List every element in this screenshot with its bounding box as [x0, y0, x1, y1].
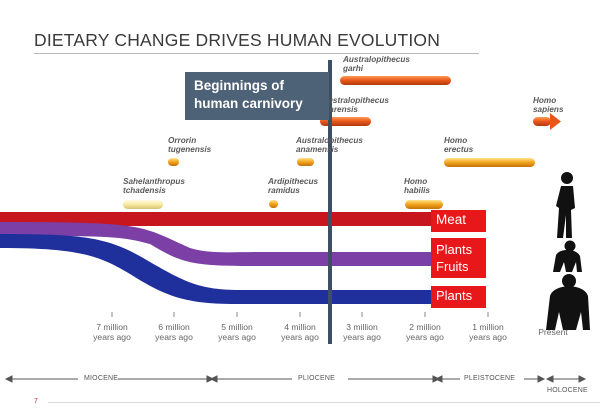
- human-silhouette-icon: [556, 172, 575, 238]
- habilis-range-bar: [405, 200, 443, 209]
- sahelanthropus-range-bar: [123, 200, 163, 209]
- footer-rule: [48, 402, 600, 403]
- label-afarensis: Australopithecus afarensis: [322, 96, 389, 114]
- label-erectus: Homo erectus: [444, 136, 474, 154]
- tick-label-5mya: 5 million years ago: [218, 322, 256, 342]
- label-orrorin: Orrorin tugenensis: [168, 136, 212, 154]
- anamensis-range-bar: [297, 158, 314, 166]
- erectus-range-bar: [444, 158, 535, 167]
- label-garhi: Australopithecus garhi: [343, 55, 410, 73]
- label-sahelanthropus: Sahelanthropus tchadensis: [123, 177, 185, 195]
- sapiens-arrow-head: [550, 113, 561, 130]
- tick-label-7mya: 7 million years ago: [93, 322, 131, 342]
- human-lineage-band: [0, 212, 486, 226]
- label-habilis: Homo habilis: [404, 177, 430, 195]
- title-divider: [34, 53, 479, 54]
- era-arrows: [4, 375, 587, 383]
- tick-label-2mya: 2 million years ago: [406, 322, 444, 342]
- line-label-chimpanzees: CHIMPANZEES: [490, 255, 550, 264]
- tick-label-3mya: 3 million years ago: [343, 322, 381, 342]
- label-sapiens: Homo sapiens: [533, 96, 564, 114]
- slide-title: DIETARY CHANGE DRIVES HUMAN EVOLUTION: [34, 30, 441, 50]
- garhi-range-bar: [340, 76, 451, 85]
- label-anamensis: Australopithecus anamensis: [296, 136, 363, 154]
- diet-label-meat: Meat: [431, 210, 486, 232]
- era-miocene: MIOCENE: [84, 375, 119, 382]
- chimpanzee-lineage-band: [0, 222, 486, 266]
- label-ardipithecus: Ardipithecus ramidus: [268, 177, 319, 195]
- gorilla-lineage-band: [0, 234, 486, 304]
- era-pleistocene: PLEISTOCENE: [464, 375, 516, 382]
- tick-label-present: Present: [538, 327, 568, 337]
- era-holocene: HOLOCENE: [547, 387, 588, 394]
- ardipithecus-range-bar: [269, 200, 278, 208]
- time-ticks: [111, 312, 554, 317]
- tick-label-1mya: 1 million years ago: [469, 322, 507, 342]
- diet-label-plants-fruits: Plants Fruits: [431, 238, 486, 278]
- tick-label-6mya: 6 million years ago: [155, 322, 193, 342]
- line-label-humans: HUMANS: [491, 215, 528, 224]
- tick-label-4mya: 4 million years ago: [281, 322, 319, 342]
- carnivory-callout: Beginnings of human carnivory: [185, 72, 329, 120]
- sapiens-range-bar: [533, 117, 551, 126]
- gorilla-silhouette-icon: [546, 274, 590, 330]
- afarensis-range-bar: [320, 117, 371, 126]
- chimpanzee-silhouette-icon: [553, 240, 582, 272]
- diet-label-plants: Plants: [431, 286, 486, 308]
- era-pliocene: PLIOCENE: [298, 375, 335, 382]
- orrorin-range-bar: [168, 158, 179, 166]
- line-label-gorillas: GORILLAS: [501, 293, 544, 302]
- page-number: 7: [34, 398, 38, 405]
- carnivory-marker-line: [328, 60, 332, 344]
